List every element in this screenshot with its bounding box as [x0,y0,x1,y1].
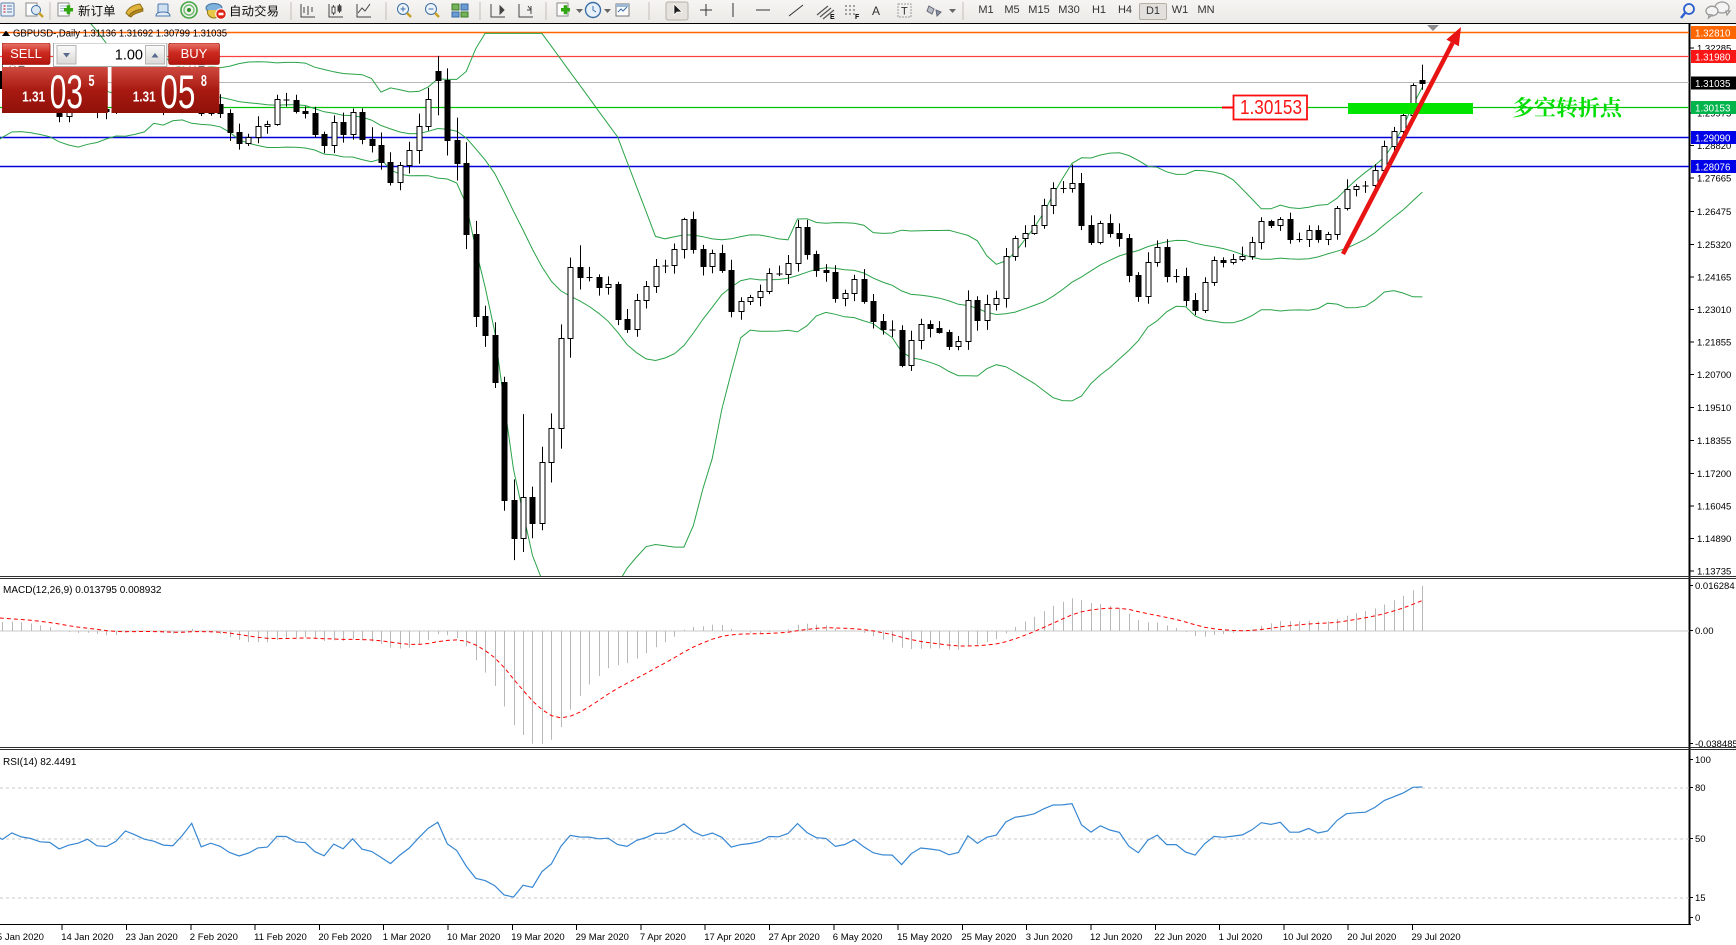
svg-text:22 Jun 2020: 22 Jun 2020 [1154,932,1206,943]
svg-text:25 May 2020: 25 May 2020 [961,932,1016,943]
svg-text:15 May 2020: 15 May 2020 [897,932,952,943]
svg-text:1.30153: 1.30153 [1240,96,1302,119]
svg-text:T: T [901,6,908,18]
svg-text:23 Jan 2020: 23 Jan 2020 [126,932,178,943]
svg-text:17 Apr 2020: 17 Apr 2020 [704,932,755,943]
svg-text:1.31: 1.31 [133,89,156,106]
svg-text:1.32285: 1.32285 [1697,44,1731,55]
svg-text:1.20700: 1.20700 [1697,370,1731,381]
svg-text:1.25320: 1.25320 [1697,240,1731,251]
svg-text:1.28076: 1.28076 [1695,162,1731,173]
svg-text:29 Mar 2020: 29 Mar 2020 [576,932,629,943]
svg-text:14 Jan 2020: 14 Jan 2020 [61,932,113,943]
svg-text:1.27665: 1.27665 [1697,174,1731,185]
svg-text:27 Apr 2020: 27 Apr 2020 [769,932,820,943]
svg-text:03: 03 [50,65,83,114]
svg-text:E: E [830,14,835,21]
svg-text:1.30153: 1.30153 [1695,103,1731,114]
svg-text:0.00: 0.00 [1695,626,1714,637]
svg-text:F: F [855,14,860,21]
svg-text:05: 05 [160,65,195,114]
svg-text:50: 50 [1695,834,1706,845]
svg-text:15: 15 [1695,893,1706,904]
svg-text:1.24165: 1.24165 [1697,272,1731,283]
svg-text:1.21855: 1.21855 [1697,338,1731,349]
svg-text:1.28820: 1.28820 [1697,141,1731,152]
svg-text:1 Mar 2020: 1 Mar 2020 [383,932,431,943]
svg-text:7 Apr 2020: 7 Apr 2020 [640,932,686,943]
svg-text:1.26475: 1.26475 [1697,207,1731,218]
svg-text:1.18355: 1.18355 [1697,436,1731,447]
svg-text:3 Jun 2020: 3 Jun 2020 [1026,932,1073,943]
svg-text:RSI(14) 82.4491: RSI(14) 82.4491 [3,757,77,768]
svg-text:1.19510: 1.19510 [1697,403,1731,414]
svg-text:1.32810: 1.32810 [1695,28,1731,39]
svg-text:1.31: 1.31 [22,89,45,106]
svg-text:1.31035: 1.31035 [1695,79,1731,90]
svg-text:1.17200: 1.17200 [1697,469,1731,480]
svg-text:2 Feb 2020: 2 Feb 2020 [190,932,238,943]
svg-text:SELL: SELL [10,46,42,61]
svg-text:A: A [872,4,880,18]
svg-text:BUY: BUY [181,46,208,61]
svg-text:1.14890: 1.14890 [1697,534,1731,545]
svg-text:MACD(12,26,9) 0.013795 0.00893: MACD(12,26,9) 0.013795 0.008932 [3,585,162,596]
svg-text:1.31980: 1.31980 [1695,52,1731,63]
svg-text:29 Jul 2020: 29 Jul 2020 [1412,932,1461,943]
svg-text:19 Mar 2020: 19 Mar 2020 [511,932,564,943]
svg-text:1 Jul 2020: 1 Jul 2020 [1219,932,1263,943]
svg-text:20 Jul 2020: 20 Jul 2020 [1347,932,1396,943]
svg-text:0.016284: 0.016284 [1695,581,1735,592]
svg-text:100: 100 [1695,755,1711,766]
svg-text:80: 80 [1695,783,1706,794]
svg-text:6 May 2020: 6 May 2020 [833,932,883,943]
svg-text:5: 5 [89,73,95,90]
svg-text:12 Jun 2020: 12 Jun 2020 [1090,932,1142,943]
svg-text:1.13735: 1.13735 [1697,567,1731,578]
svg-text:11 Feb 2020: 11 Feb 2020 [254,932,307,943]
svg-text:1.23010: 1.23010 [1697,305,1731,316]
svg-text:1.29090: 1.29090 [1695,133,1731,144]
svg-text:1.16045: 1.16045 [1697,501,1731,512]
svg-text:8: 8 [201,73,207,90]
svg-text:5 Jan 2020: 5 Jan 2020 [0,932,44,943]
svg-text:GBPUSD-,Daily 1.31136 1.31692: GBPUSD-,Daily 1.31136 1.31692 1.30799 1.… [13,29,227,40]
svg-text:20 Feb 2020: 20 Feb 2020 [318,932,371,943]
svg-text:10 Mar 2020: 10 Mar 2020 [447,932,500,943]
svg-text:1.00: 1.00 [115,48,143,64]
svg-text:10 Jul 2020: 10 Jul 2020 [1283,932,1332,943]
svg-text:0: 0 [1695,913,1700,924]
svg-text:-0.038485: -0.038485 [1695,739,1736,750]
